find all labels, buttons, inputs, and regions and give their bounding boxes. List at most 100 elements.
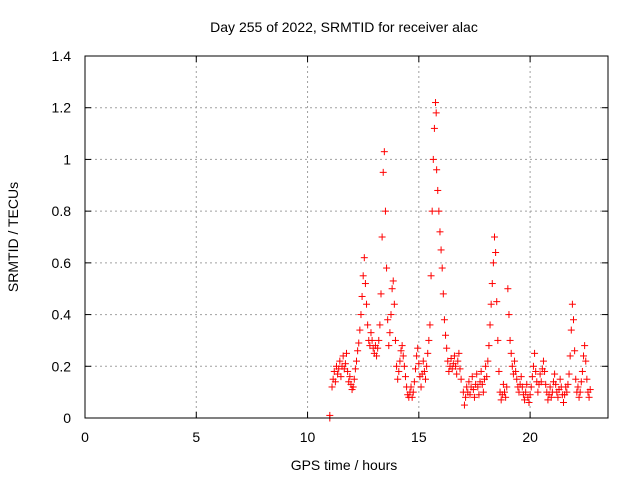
data-point <box>526 391 534 399</box>
data-point <box>466 391 474 399</box>
data-point <box>361 280 369 288</box>
data-point <box>442 331 450 339</box>
data-point <box>358 292 366 300</box>
data-point <box>384 316 392 324</box>
data-point <box>583 375 591 383</box>
data-point <box>435 207 443 215</box>
data-point <box>507 349 515 357</box>
data-point <box>377 290 385 298</box>
data-point <box>399 352 407 360</box>
data-point <box>473 370 481 378</box>
data-point <box>576 388 584 396</box>
data-point <box>483 373 491 381</box>
data-point <box>353 357 361 365</box>
data-point <box>386 329 394 337</box>
data-point <box>474 383 482 391</box>
data-point <box>426 321 434 329</box>
data-point <box>415 360 423 368</box>
data-point <box>457 375 465 383</box>
data-point <box>393 362 401 370</box>
data-point <box>513 375 521 383</box>
data-point <box>383 264 391 272</box>
data-series <box>326 99 594 422</box>
data-point <box>525 398 533 406</box>
data-point <box>522 388 530 396</box>
data-point <box>408 393 416 401</box>
data-point <box>417 383 425 391</box>
data-point <box>385 342 393 350</box>
data-point <box>378 233 386 241</box>
data-point <box>512 367 520 375</box>
data-point <box>439 290 447 298</box>
grid-lines <box>85 56 608 418</box>
data-point <box>515 388 523 396</box>
data-point <box>585 393 593 401</box>
data-point <box>511 357 519 365</box>
data-point <box>577 378 585 386</box>
data-point <box>567 326 575 334</box>
data-point <box>420 367 428 375</box>
data-point <box>504 285 512 293</box>
data-point <box>546 383 554 391</box>
data-point <box>493 298 501 306</box>
data-point <box>475 391 483 399</box>
data-point <box>357 311 365 319</box>
data-point <box>337 373 345 381</box>
data-point <box>411 365 419 373</box>
data-point <box>486 321 494 329</box>
data-point <box>422 375 430 383</box>
data-point <box>494 336 502 344</box>
chart-title: Day 255 of 2022, SRMTID for receiver ala… <box>210 19 478 35</box>
y-tick-label: 1.2 <box>52 100 72 116</box>
data-point <box>568 300 576 308</box>
data-point <box>572 375 580 383</box>
data-point <box>531 349 539 357</box>
data-point <box>532 367 540 375</box>
data-point <box>552 380 560 388</box>
data-point <box>407 383 415 391</box>
data-point <box>433 166 441 174</box>
data-point <box>542 380 550 388</box>
data-point <box>539 357 547 365</box>
data-point <box>400 362 408 370</box>
data-point <box>349 383 357 391</box>
data-point <box>574 383 582 391</box>
data-point <box>363 300 371 308</box>
data-point <box>397 347 405 355</box>
data-point <box>355 339 363 347</box>
data-point <box>341 360 349 368</box>
x-tick-label: 0 <box>81 429 89 445</box>
data-point <box>346 373 354 381</box>
data-point <box>414 344 422 352</box>
data-point <box>559 398 567 406</box>
x-tick-label: 10 <box>300 429 316 445</box>
data-point <box>478 380 486 388</box>
data-point <box>428 207 436 215</box>
data-point <box>413 352 421 360</box>
data-point <box>571 347 579 355</box>
data-point <box>508 362 516 370</box>
data-point <box>564 380 572 388</box>
data-point <box>484 357 492 365</box>
y-tick-label: 1.4 <box>52 48 72 64</box>
x-tick-label: 20 <box>522 429 538 445</box>
data-point <box>401 373 409 381</box>
data-point <box>529 362 537 370</box>
data-point <box>367 329 375 337</box>
data-point <box>368 336 376 344</box>
data-point <box>534 388 542 396</box>
data-point <box>477 367 485 375</box>
data-point <box>501 388 509 396</box>
data-point <box>364 321 372 329</box>
data-point <box>517 373 525 381</box>
data-point <box>488 280 496 288</box>
data-point <box>432 99 440 107</box>
data-point <box>455 349 463 357</box>
data-point <box>570 316 578 324</box>
data-point <box>565 370 573 378</box>
data-point <box>468 373 476 381</box>
data-point <box>450 352 458 360</box>
data-point <box>432 109 440 117</box>
data-point <box>409 388 417 396</box>
data-point <box>465 378 473 386</box>
